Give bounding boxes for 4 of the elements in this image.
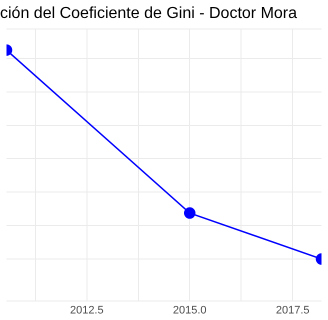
x-tick-label: 2012.5: [70, 304, 104, 316]
chart-title: ción del Coeficiente de Gini - Doctor Mora: [0, 5, 298, 22]
x-tick-label: 2017.5: [276, 304, 310, 316]
x-tick-label: 2015.0: [172, 304, 207, 316]
